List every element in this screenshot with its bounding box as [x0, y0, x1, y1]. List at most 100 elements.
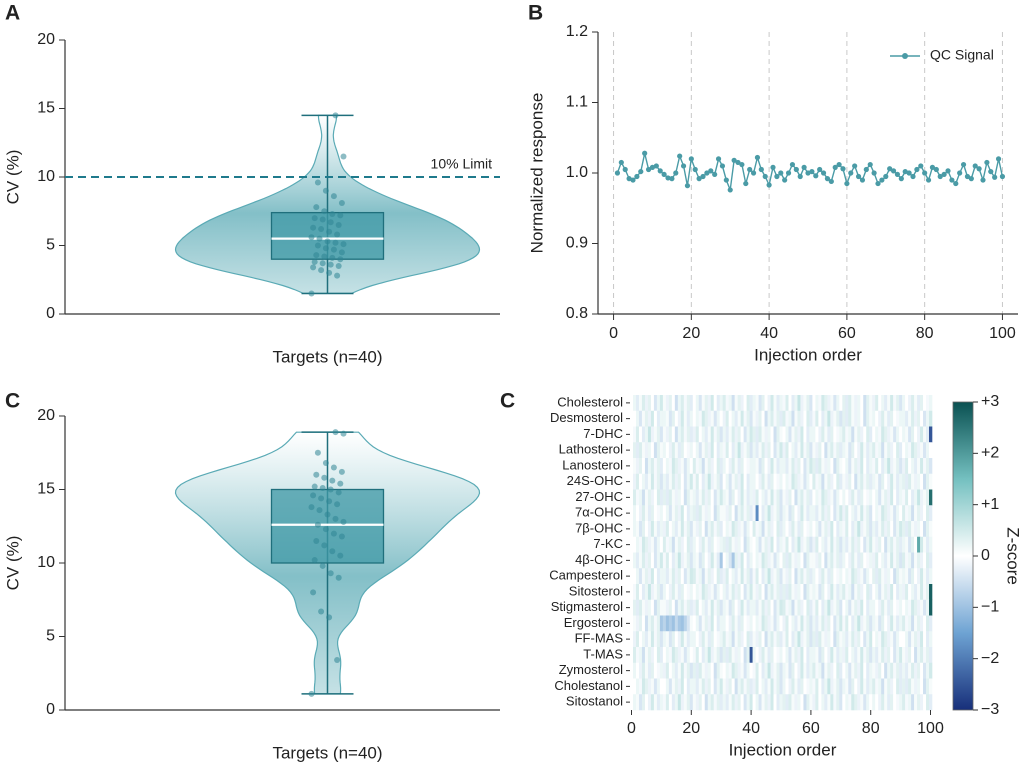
heatmap-cell	[746, 678, 750, 695]
data-point	[308, 504, 315, 511]
heatmap-cell	[809, 505, 813, 522]
heatmap-cell	[722, 678, 726, 695]
row-label: Zymosterol	[559, 662, 623, 677]
data-point	[311, 483, 318, 490]
heatmap-cell	[809, 536, 813, 553]
heatmap-cell	[734, 694, 738, 711]
heatmap-cell	[923, 536, 927, 553]
heatmap-cell	[752, 473, 756, 490]
heatmap-cell	[779, 442, 783, 459]
heatmap-cell	[815, 442, 819, 459]
heatmap-cell	[857, 631, 861, 648]
heatmap-cell	[710, 694, 715, 711]
heatmap-cell	[647, 599, 652, 616]
heatmap-cell	[728, 410, 732, 427]
heatmap-cell	[812, 599, 816, 616]
heatmap-cell	[656, 647, 661, 664]
heatmap-cell	[632, 473, 637, 490]
heatmap-cell	[704, 410, 709, 427]
data-point	[340, 153, 347, 160]
heatmap-cell	[812, 584, 816, 601]
heatmap-cell	[698, 536, 703, 553]
heatmap-cell	[665, 694, 670, 711]
heatmap-cell	[767, 631, 771, 648]
heatmap-cell	[902, 615, 906, 632]
heatmap-cell	[776, 599, 780, 616]
heatmap-cell	[872, 678, 876, 695]
heatmap-cell	[758, 615, 762, 632]
heatmap-cell	[908, 536, 912, 553]
heatmap-cell	[869, 410, 873, 427]
heatmap-cell	[836, 489, 840, 506]
heatmap-cell	[641, 536, 646, 553]
heatmap-cell	[683, 489, 688, 506]
heatmap-cell	[749, 662, 753, 679]
heatmap-cell	[641, 395, 646, 412]
heatmap-cell	[788, 615, 792, 632]
heatmap-cell	[686, 662, 691, 679]
heatmap-cell	[845, 584, 849, 601]
series-marker	[669, 176, 675, 182]
heatmap-cell	[875, 631, 879, 648]
heatmap-cell	[830, 662, 834, 679]
heatmap-cell	[920, 694, 924, 711]
heatmap-cell	[659, 426, 664, 443]
heatmap-cell	[671, 647, 676, 664]
heatmap-cell	[755, 458, 759, 475]
heatmap-cell	[911, 631, 915, 648]
heatmap-cell	[758, 426, 762, 443]
data-point	[327, 570, 334, 577]
x-tick-label: 60	[802, 720, 820, 737]
data-point	[318, 608, 325, 615]
heatmap-cell	[680, 647, 685, 664]
heatmap-cell	[713, 552, 718, 569]
heatmap-cell	[914, 521, 918, 538]
heatmap-cell	[764, 615, 768, 632]
heatmap-cell	[662, 458, 667, 475]
heatmap-cell	[698, 473, 703, 490]
heatmap-cell	[890, 631, 894, 648]
heatmap-cell	[635, 694, 640, 711]
y-tick-label: 1.2	[566, 23, 588, 40]
heatmap-cell	[731, 568, 735, 585]
heatmap-cell	[881, 489, 885, 506]
heatmap-cell	[860, 584, 864, 601]
heatmap-cell	[908, 552, 912, 569]
heatmap-cell	[917, 505, 921, 522]
heatmap-cell	[752, 647, 756, 664]
heatmap-cell	[794, 584, 798, 601]
heatmap-cell	[641, 505, 646, 522]
heatmap-cell	[788, 521, 792, 538]
heatmap-cell	[812, 489, 816, 506]
heatmap-cell	[740, 426, 744, 443]
heatmap-cell	[800, 615, 804, 632]
heatmap-cell	[854, 584, 858, 601]
heatmap-cell	[770, 458, 774, 475]
heatmap-cell	[674, 647, 679, 664]
heatmap-cell	[737, 395, 741, 412]
heatmap-cell	[704, 521, 709, 538]
heatmap-cell	[659, 505, 664, 522]
heatmap-cell	[821, 584, 825, 601]
heatmap-cell	[674, 615, 679, 632]
heatmap-cell	[872, 552, 876, 569]
heatmap-cell	[806, 426, 810, 443]
heatmap-cell	[689, 458, 694, 475]
heatmap-cell	[794, 615, 798, 632]
heatmap-cell	[689, 536, 694, 553]
series-marker	[770, 164, 776, 170]
heatmap-cell	[668, 426, 673, 443]
heatmap-cell	[680, 442, 685, 459]
heatmap-cell	[866, 521, 870, 538]
heatmap-cell	[797, 694, 801, 711]
heatmap-cell	[728, 568, 732, 585]
heatmap-cell	[857, 662, 861, 679]
heatmap-cell	[767, 584, 771, 601]
heatmap-cell	[767, 536, 771, 553]
heatmap-cell	[872, 410, 876, 427]
heatmap-cell	[893, 599, 897, 616]
heatmap-cell	[878, 521, 882, 538]
heatmap-cell	[926, 678, 930, 695]
heatmap-cell	[734, 599, 738, 616]
series-marker	[750, 170, 757, 176]
